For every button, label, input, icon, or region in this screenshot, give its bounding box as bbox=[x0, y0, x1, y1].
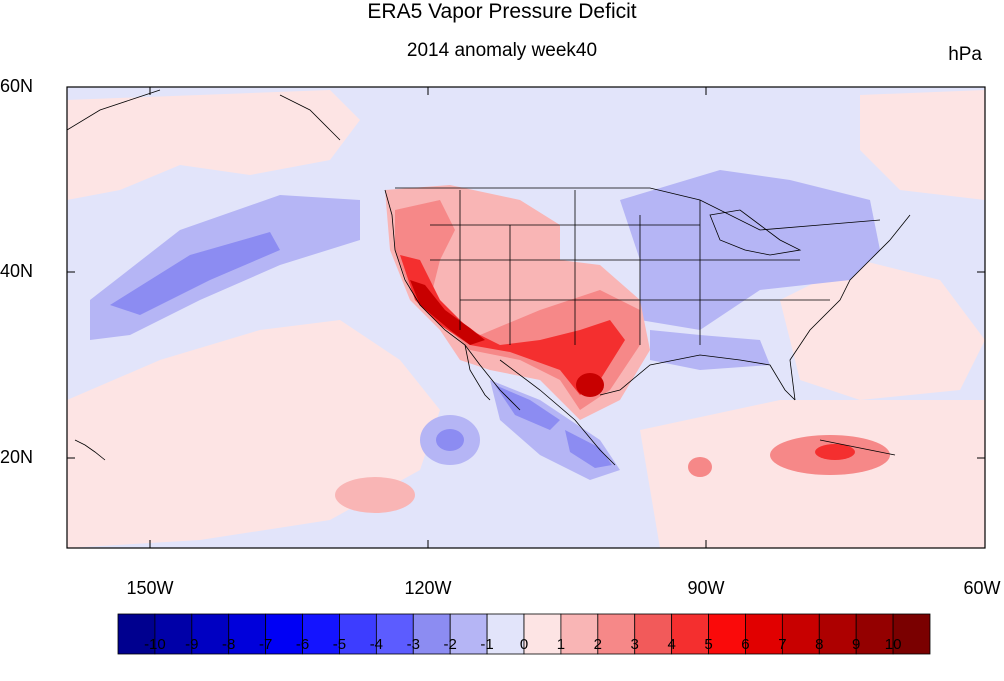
map-subtitle: 2014 anomaly week40 bbox=[406, 40, 598, 61]
lat-label-60n: 60N bbox=[0, 76, 34, 96]
colorbar-box bbox=[191, 613, 230, 655]
colorbar-tick-label: 2 bbox=[593, 636, 602, 653]
colorbar-tick-label: -4 bbox=[369, 636, 384, 653]
colorbar-box bbox=[302, 613, 340, 655]
contour-field bbox=[67, 87, 985, 548]
caribbean-islands bbox=[819, 439, 896, 456]
lon-label-120w: 120W bbox=[404, 578, 452, 598]
colorbar-box bbox=[708, 613, 746, 655]
colorbar-boxes bbox=[117, 613, 931, 655]
lat-label-40n: 40N bbox=[0, 261, 34, 281]
colorbar-tick-label: -5 bbox=[332, 636, 347, 653]
anomaly-region-california-core bbox=[400, 255, 625, 395]
lat-label-20n: 20N bbox=[0, 447, 34, 467]
units-label: hPa bbox=[948, 44, 982, 65]
colorbar-tick-label: -3 bbox=[406, 636, 420, 653]
coastlines-and-borders bbox=[67, 89, 911, 466]
lon-label-60w: 60W bbox=[963, 578, 1001, 598]
colorbar-box bbox=[228, 613, 267, 655]
us-west-coastline bbox=[384, 189, 491, 401]
anomaly-region-california-peak bbox=[410, 280, 485, 345]
alaska-coast bbox=[67, 89, 161, 131]
anomaly-region-pacific-eddy-core bbox=[436, 429, 464, 451]
hawaii-islands bbox=[74, 439, 106, 461]
colorbar-box bbox=[781, 613, 820, 655]
colorbar-box bbox=[265, 613, 303, 655]
colorbar-box bbox=[412, 613, 451, 655]
colorbar-box bbox=[339, 613, 377, 655]
anomaly-region-north-pacific bbox=[67, 90, 360, 200]
colorbar-tick-label: -9 bbox=[185, 636, 199, 653]
great-lakes-outline bbox=[709, 209, 802, 256]
colorbar-box bbox=[560, 613, 599, 655]
anomaly-region-pacific-warm bbox=[335, 477, 415, 513]
colorbar-tick-label: 5 bbox=[704, 636, 713, 653]
colorbar-box bbox=[892, 613, 931, 655]
colorbar-box bbox=[634, 613, 673, 655]
colorbar-tick-label: -10 bbox=[144, 636, 166, 653]
colorbar-tick-label: 8 bbox=[815, 636, 824, 653]
colorbar-box bbox=[449, 613, 488, 655]
anomaly-region-caribbean-east-core bbox=[815, 444, 855, 460]
colorbar-tick-label: -8 bbox=[222, 636, 236, 653]
colorbar-tick-label: 1 bbox=[556, 636, 566, 653]
mexico-west-coast bbox=[499, 359, 616, 466]
anomaly-region-west-atlantic bbox=[780, 260, 985, 400]
colorbar-tick-label: -6 bbox=[295, 636, 310, 653]
colorbar-tick-label: -1 bbox=[480, 636, 494, 653]
colorbar-tick-label: 6 bbox=[741, 636, 750, 653]
anomaly-region-texas-peak bbox=[576, 373, 604, 397]
alaska-panhandle bbox=[279, 94, 341, 141]
anomaly-region-caribbean-west bbox=[688, 457, 712, 477]
lon-label-150w: 150W bbox=[126, 578, 174, 598]
colorbar-box bbox=[375, 613, 414, 655]
colorbar-tick-label: 3 bbox=[630, 636, 639, 653]
colorbar-tick-label: 4 bbox=[667, 636, 676, 653]
colorbar-tick-label: 7 bbox=[778, 636, 787, 653]
map-title: ERA5 Vapor Pressure Deficit bbox=[367, 0, 637, 23]
canada-us-border bbox=[395, 187, 881, 231]
colorbar-tick-label: 10 bbox=[884, 636, 902, 653]
baja-peninsula bbox=[464, 344, 521, 411]
axis-ticks bbox=[67, 86, 985, 548]
colorbar-box bbox=[855, 613, 894, 655]
colorbar-tick-label: 9 bbox=[852, 636, 861, 653]
anomaly-region-great-lakes bbox=[620, 170, 880, 330]
colorbar-box bbox=[154, 613, 193, 655]
colorbar-box bbox=[671, 613, 709, 655]
colorbar-box bbox=[597, 613, 636, 655]
gulf-of-mexico-coast bbox=[599, 354, 796, 401]
anomaly-region-north-atlantic bbox=[860, 90, 985, 200]
anomaly-region-baja-cold bbox=[495, 385, 560, 430]
lon-label-90w: 90W bbox=[687, 578, 725, 598]
colorbar-box bbox=[523, 613, 562, 655]
colorbar-box bbox=[117, 613, 156, 655]
map-frame bbox=[66, 86, 986, 549]
colorbar-box bbox=[818, 613, 857, 655]
colorbar-box bbox=[745, 613, 783, 655]
anomaly-region-mexico-coast bbox=[565, 430, 612, 468]
colorbar-box bbox=[486, 613, 525, 655]
anomaly-region-pacific-band-core bbox=[110, 232, 280, 315]
us-east-coast bbox=[789, 214, 911, 401]
colorbar-tick-label: -2 bbox=[443, 636, 457, 653]
colorbar-tick-label: -7 bbox=[258, 636, 273, 653]
colorbar-tick-label: 0 bbox=[519, 636, 529, 653]
